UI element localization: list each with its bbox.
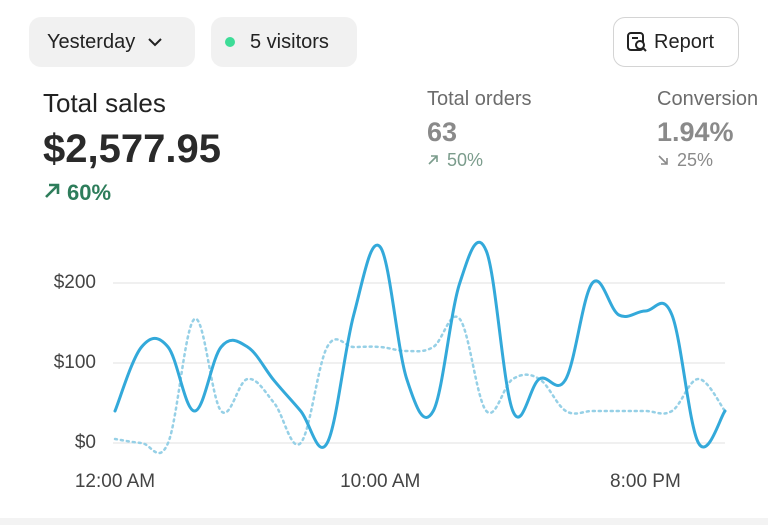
down-arrow: [658, 155, 668, 165]
metric-change: 50%: [427, 150, 483, 171]
report-icon: [627, 32, 647, 52]
date-filter[interactable]: Yesterday: [29, 17, 195, 67]
up-arrow: [428, 155, 438, 165]
metric-change-text: 25%: [677, 150, 714, 170]
up-arrow: [45, 183, 60, 198]
metric-value: 1.94%: [657, 117, 734, 147]
metric-label: Conversion: [657, 88, 759, 110]
bottom-strip: [0, 518, 768, 525]
series-line: [113, 240, 727, 449]
metric-change: 25%: [657, 150, 713, 171]
metric-label: Total sales: [43, 88, 166, 118]
visitors-text: 5 visitors: [250, 30, 329, 53]
y-tick-label: $0: [75, 432, 96, 453]
metric-value: $2,577.95: [43, 127, 221, 171]
metric-change-text: 60%: [67, 180, 112, 205]
x-tick-label: 8:00 PM: [610, 471, 681, 492]
series-line: [113, 315, 727, 455]
chevron-icon: [148, 38, 162, 47]
y-tick-label: $200: [54, 272, 96, 293]
y-tick-label: $100: [54, 352, 96, 373]
report-text: Report: [654, 30, 715, 53]
x-tick-label: 10:00 AM: [340, 471, 420, 492]
x-tick-label: 12:00 AM: [75, 471, 155, 492]
metric-value: 63: [427, 117, 458, 147]
live-dot: [225, 37, 235, 47]
visitors-pill[interactable]: 5 visitors: [211, 17, 357, 67]
report-button[interactable]: Report: [613, 17, 739, 67]
metric-change-text: 50%: [447, 150, 484, 170]
metric-change: 60%: [43, 180, 111, 206]
metric-label: Total orders: [427, 88, 532, 110]
date-filter-text: Yesterday: [47, 30, 136, 53]
